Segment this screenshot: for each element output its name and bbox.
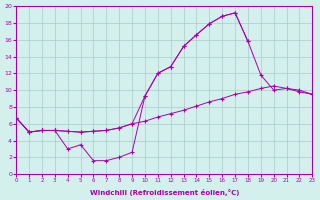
X-axis label: Windchill (Refroidissement éolien,°C): Windchill (Refroidissement éolien,°C) — [90, 189, 239, 196]
